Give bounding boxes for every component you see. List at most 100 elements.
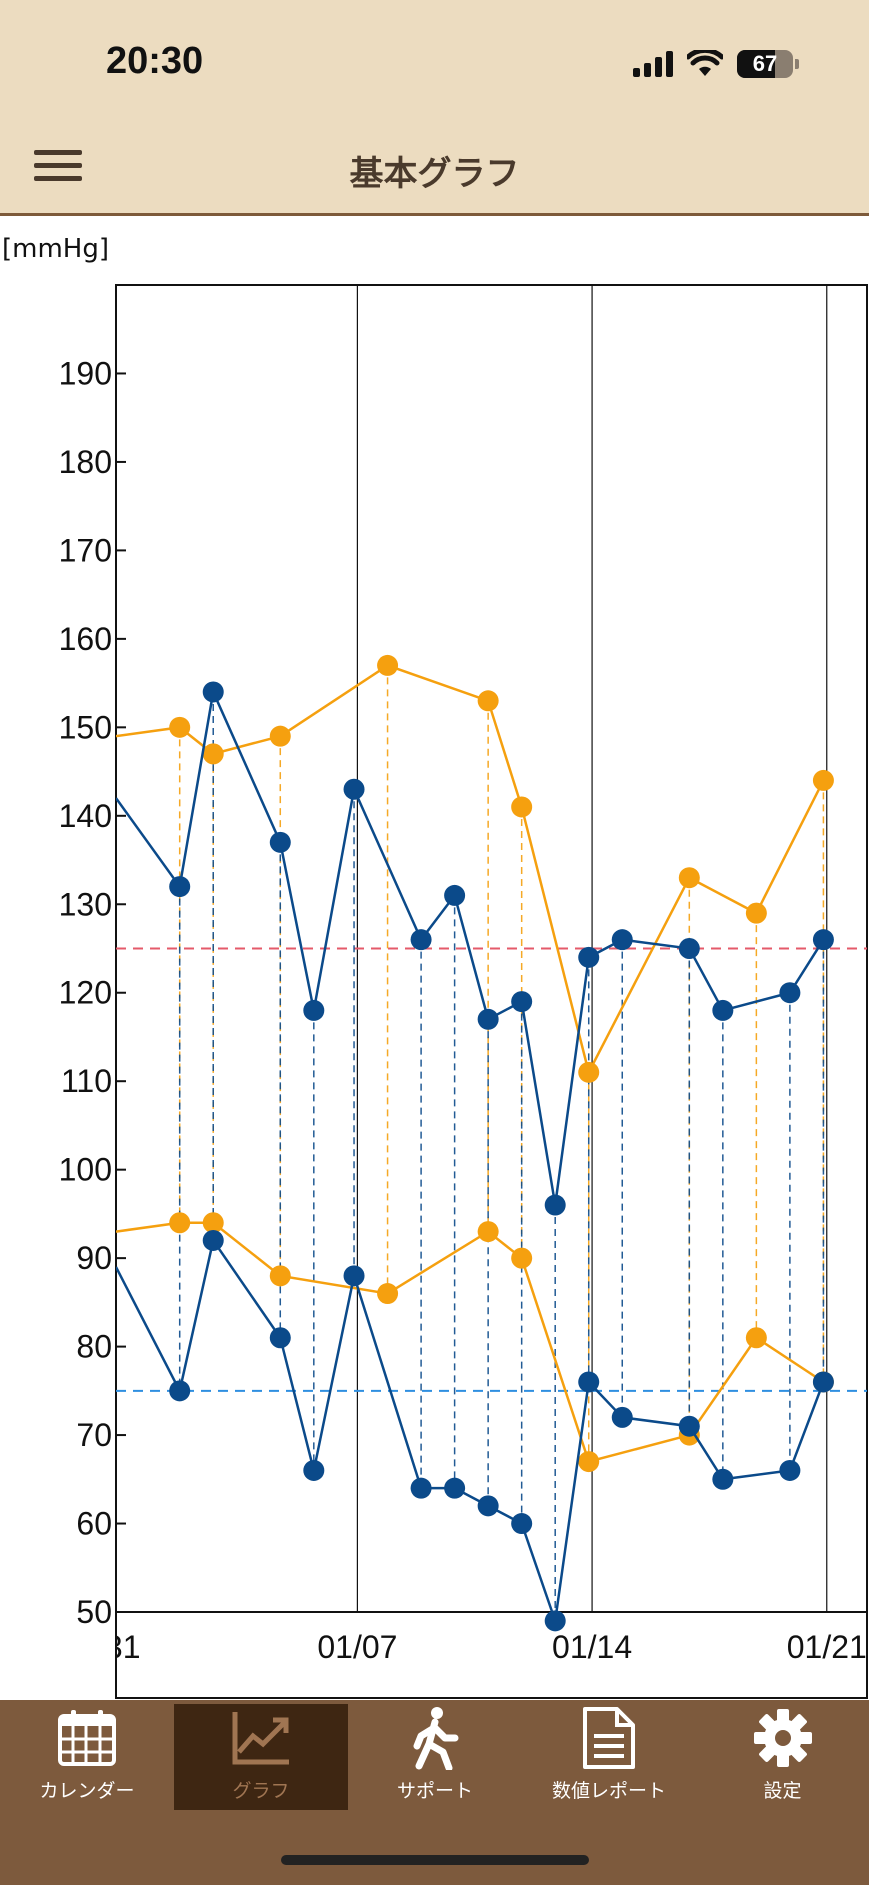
battery-tip: [795, 59, 799, 69]
data-point: [377, 654, 399, 676]
home-indicator: [281, 1855, 589, 1865]
data-point: [269, 725, 291, 747]
data-point: [745, 902, 767, 924]
data-point: [712, 1468, 734, 1490]
data-point: [343, 1265, 365, 1287]
data-point: [544, 1610, 566, 1632]
hamburger-menu-icon[interactable]: [34, 150, 82, 184]
data-point: [410, 929, 432, 951]
y-tick-label: 160: [59, 621, 112, 657]
data-point: [202, 743, 224, 765]
x-tick-label: 01/14: [552, 1629, 632, 1665]
data-point: [678, 938, 700, 959]
data-point: [303, 999, 325, 1021]
nav-bar: 基本グラフ: [0, 120, 869, 216]
data-point: [712, 999, 734, 1021]
data-point: [611, 929, 633, 951]
data-point: [444, 884, 466, 906]
tab-calendar[interactable]: カレンダー: [0, 1704, 174, 1810]
data-point: [202, 1229, 224, 1251]
tab-graph-label: グラフ: [232, 1780, 290, 1802]
data-point: [511, 1513, 533, 1535]
y-tick-label: 60: [76, 1506, 112, 1542]
tab-report[interactable]: 数値レポート: [522, 1704, 696, 1810]
y-tick-label: 70: [76, 1417, 112, 1453]
data-point: [303, 1459, 325, 1481]
data-point: [511, 796, 533, 818]
y-tick-label: 90: [76, 1240, 112, 1276]
y-tick-label: 130: [59, 886, 112, 922]
x-tick-labels: 31 01/07 01/14 01/21: [105, 1629, 867, 1665]
series-line: [116, 1221, 825, 1464]
wifi-icon: [687, 50, 723, 76]
blood-pressure-chart[interactable]: 50 60 70 80 90 100 110 120 130 140 150 160 170 180 190…: [0, 275, 869, 1700]
data-point: [169, 1380, 191, 1402]
x-tick-label: 01/07: [317, 1629, 397, 1665]
y-tick-label: 180: [59, 444, 112, 480]
data-point: [269, 1327, 291, 1349]
tab-settings-label: 設定: [763, 1780, 802, 1802]
data-point: [343, 778, 365, 800]
data-point: [779, 982, 801, 1004]
y-tick-label: 190: [59, 355, 112, 391]
data-point: [611, 1406, 633, 1428]
y-tick-label: 150: [59, 709, 112, 745]
tab-support-label: サポート: [396, 1780, 473, 1802]
data-point: [477, 1221, 499, 1243]
battery-icon: 67: [737, 50, 793, 78]
data-point: [578, 946, 600, 968]
data-point: [511, 991, 533, 1013]
x-tick-label: 01/21: [787, 1629, 867, 1665]
cellular-signal-icon: [633, 51, 673, 77]
y-tick-label: 100: [59, 1152, 112, 1188]
data-point: [477, 1495, 499, 1517]
tab-graph[interactable]: グラフ: [174, 1704, 348, 1810]
data-point: [169, 716, 191, 738]
y-tick-label: 110: [61, 1063, 112, 1099]
data-point: [377, 1283, 399, 1305]
data-point: [745, 1327, 767, 1349]
tab-settings[interactable]: 設定: [696, 1704, 869, 1810]
y-tick-label: 50: [76, 1594, 112, 1630]
data-point: [477, 1008, 499, 1030]
data-point: [812, 929, 834, 951]
y-tick-label: 120: [59, 975, 112, 1011]
data-point: [678, 867, 700, 889]
data-point: [779, 1459, 801, 1481]
data-point: [477, 690, 499, 712]
data-point: [444, 1477, 466, 1499]
tab-support[interactable]: サポート: [348, 1704, 522, 1810]
plot-frame: [115, 284, 868, 1699]
data-point: [678, 1415, 700, 1437]
status-time: 20:30: [106, 40, 204, 82]
data-point: [578, 1371, 600, 1393]
page-title: 基本グラフ: [349, 154, 520, 194]
data-point: [578, 1061, 600, 1083]
y-tick-label: 170: [59, 532, 112, 568]
y-tick-label: 140: [59, 798, 112, 834]
data-point: [269, 831, 291, 853]
gear-icon: [752, 1704, 814, 1772]
tab-bar: カレンダー グラフ サポート 数値レポート: [0, 1700, 869, 1885]
status-icons: 67: [633, 46, 799, 82]
walking-person-icon: [407, 1704, 463, 1772]
data-point: [202, 1212, 224, 1234]
data-point: [269, 1265, 291, 1287]
data-point: [812, 1371, 834, 1393]
data-point: [511, 1247, 533, 1269]
document-icon: [581, 1704, 637, 1772]
data-point: [169, 876, 191, 898]
data-point: [578, 1451, 600, 1473]
y-axis-unit-label: [mmHg]: [2, 234, 109, 264]
status-bar: 20:30 67: [0, 0, 869, 120]
y-tick-label: 80: [76, 1329, 112, 1365]
series-group: [116, 654, 834, 1632]
data-point: [544, 1194, 566, 1216]
calendar-icon: [57, 1704, 117, 1772]
battery-level: 67: [752, 51, 778, 76]
x-tick-label: 31: [105, 1629, 141, 1665]
data-point: [169, 1212, 191, 1234]
tab-report-label: 数値レポート: [551, 1780, 666, 1802]
series-line: [116, 1237, 825, 1622]
data-point: [410, 1477, 432, 1499]
